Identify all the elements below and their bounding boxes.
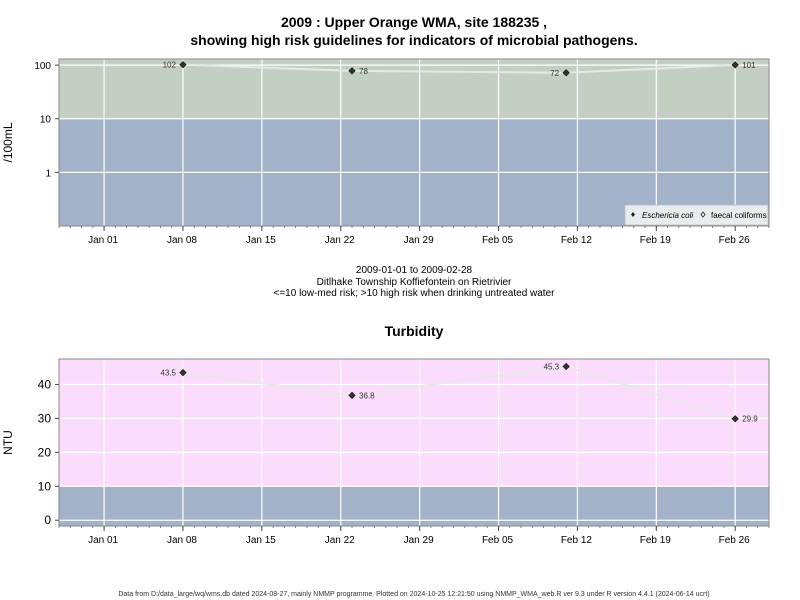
caption-site: Ditlhake Township Koffiefontein on Rietr… <box>317 277 512 288</box>
y-axis-label: /100mL <box>1 122 15 162</box>
legend-box <box>624 204 769 226</box>
x-tick-label: Jan 01 <box>88 235 118 246</box>
data-label: 72 <box>550 69 559 78</box>
legend-marker-ecoli <box>631 212 635 217</box>
x-tick-label: Jan 15 <box>246 535 276 546</box>
legend-marker-faecal <box>700 211 706 218</box>
x-tick-label: Jan 01 <box>88 535 118 546</box>
data-point <box>179 61 187 69</box>
data-point <box>562 69 570 77</box>
data-label: 101 <box>742 61 756 70</box>
turbidity-title: Turbidity <box>385 323 444 339</box>
footer-note: Data from D:/data_large/wq/wms.db dated … <box>118 591 709 598</box>
y-tick-label: 10 <box>38 479 52 493</box>
x-tick-label: Jan 08 <box>167 235 197 246</box>
legend-label-faecal: faecal coliforms <box>711 211 767 220</box>
plot-frame <box>58 358 770 527</box>
data-point <box>348 67 356 75</box>
chart-title-line1: 2009 : Upper Orange WMA, site 188235 , <box>281 14 547 30</box>
y-tick-label: 10 <box>40 115 52 126</box>
data-label: 43.5 <box>160 369 176 378</box>
x-tick-label: Feb 12 <box>561 535 593 546</box>
x-tick-label: Jan 29 <box>404 235 434 246</box>
series-line <box>182 365 736 420</box>
turbidity-chart: 0 10 20 30 40 Jan 01 Jan 08 Jan 15 Jan 22 Jan 29 F… <box>1 358 770 546</box>
y-tick-label: 20 <box>38 445 52 459</box>
data-label: 78 <box>359 67 368 76</box>
low-risk-band <box>59 486 769 526</box>
chart-title-line2: showing high risk guidelines for indicat… <box>190 32 637 48</box>
series-line <box>182 63 736 74</box>
data-point <box>348 391 356 399</box>
data-point <box>179 368 187 377</box>
legend-label-ecoli: Eschericia coli <box>642 211 693 220</box>
legend: Eschericia coli faecal coliforms <box>624 204 769 226</box>
x-tick-label: Feb 05 <box>482 535 514 546</box>
x-tick-label: Feb 19 <box>640 535 672 546</box>
data-label: 29.9 <box>742 415 758 424</box>
data-point <box>731 61 739 69</box>
x-tick-label: Feb 26 <box>719 535 751 546</box>
x-tick-label: Feb 26 <box>719 235 751 246</box>
x-tick-label: Feb 12 <box>561 235 593 246</box>
x-tick-label: Jan 22 <box>325 535 355 546</box>
data-point <box>562 362 570 371</box>
y-axis-label: NTU <box>1 430 15 455</box>
x-tick-label: Feb 19 <box>640 235 672 246</box>
x-tick-label: Jan 08 <box>167 535 197 546</box>
data-label: 36.8 <box>359 391 375 400</box>
data-label: 45.3 <box>544 362 560 371</box>
y-tick-label: 100 <box>34 61 51 72</box>
data-label: 102 <box>163 61 177 70</box>
y-tick-label: 30 <box>38 411 52 425</box>
caption-date-range: 2009-01-01 to 2009-02-28 <box>356 265 473 276</box>
x-tick-label: Jan 15 <box>246 235 276 246</box>
x-tick-label: Feb 05 <box>482 235 514 246</box>
x-tick-label: Jan 29 <box>404 535 434 546</box>
y-tick-label: 0 <box>44 513 51 527</box>
y-tick-label: 1 <box>45 168 51 179</box>
plot-frame <box>58 58 770 227</box>
caption-risk-note: <=10 low-med risk; >10 high risk when dr… <box>274 288 556 299</box>
microbial-chart: 1 10 100 Jan 01 Jan 08 Jan 15 Jan 22 Jan 29 Feb … <box>1 58 770 246</box>
x-tick-label: Jan 22 <box>325 235 355 246</box>
y-tick-label: 40 <box>38 377 52 391</box>
high-risk-band <box>59 359 769 487</box>
data-point <box>731 415 739 423</box>
